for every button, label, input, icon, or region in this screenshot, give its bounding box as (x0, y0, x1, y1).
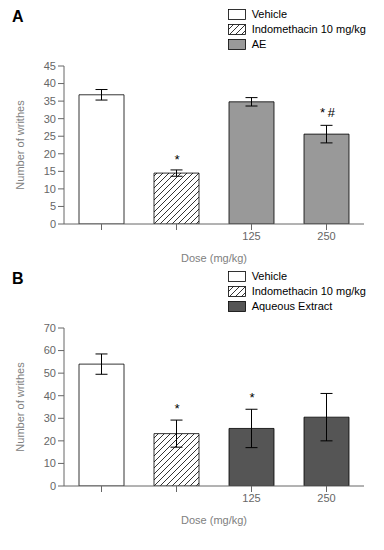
html-text:A: A (12, 8, 24, 25)
svg-text:*: * (249, 390, 255, 405)
svg-text:Number of writhes: Number of writhes (14, 362, 26, 452)
svg-text:35: 35 (44, 95, 56, 107)
html-text:B: B (12, 270, 24, 287)
html-text:Indomethacin 10 mg/kg: Indomethacin 10 mg/kg (251, 23, 366, 35)
svg-text:*: * (174, 401, 180, 416)
svg-text:25: 25 (44, 130, 56, 142)
svg-text:60: 60 (44, 344, 56, 356)
svg-text:15: 15 (44, 165, 56, 177)
html-text:Vehicle: Vehicle (251, 270, 288, 282)
svg-text:0: 0 (50, 218, 56, 230)
html-text:Aqueous Extract: Aqueous Extract (251, 300, 333, 312)
html-text:Vehicle: Vehicle (251, 8, 288, 20)
svg-text:#: # (327, 105, 335, 120)
svg-text:Number of writhes: Number of writhes (14, 100, 26, 190)
svg-text:20: 20 (44, 435, 56, 447)
svg-text:10: 10 (44, 183, 56, 195)
svg-text:250: 250 (317, 492, 335, 504)
svg-text:125: 125 (242, 492, 260, 504)
svg-text:0: 0 (50, 480, 56, 492)
svg-text:125: 125 (242, 230, 260, 242)
svg-text:70: 70 (44, 322, 56, 334)
svg-text:*: * (319, 105, 325, 120)
svg-text:45: 45 (44, 60, 56, 72)
svg-text:40: 40 (44, 77, 56, 89)
svg-text:10: 10 (44, 457, 56, 469)
svg-text:Dose (mg/kg): Dose (mg/kg) (181, 514, 247, 526)
svg-text:30: 30 (44, 412, 56, 424)
svg-text:40: 40 (44, 390, 56, 402)
svg-text:Dose (mg/kg): Dose (mg/kg) (181, 252, 247, 264)
svg-text:50: 50 (44, 367, 56, 379)
svg-text:*: * (174, 152, 180, 167)
html-text:Indomethacin 10 mg/kg: Indomethacin 10 mg/kg (251, 285, 366, 297)
svg-text:30: 30 (44, 113, 56, 125)
html-text:AE: AE (251, 38, 267, 50)
svg-text:250: 250 (317, 230, 335, 242)
svg-text:5: 5 (50, 200, 56, 212)
svg-text:20: 20 (44, 148, 56, 160)
